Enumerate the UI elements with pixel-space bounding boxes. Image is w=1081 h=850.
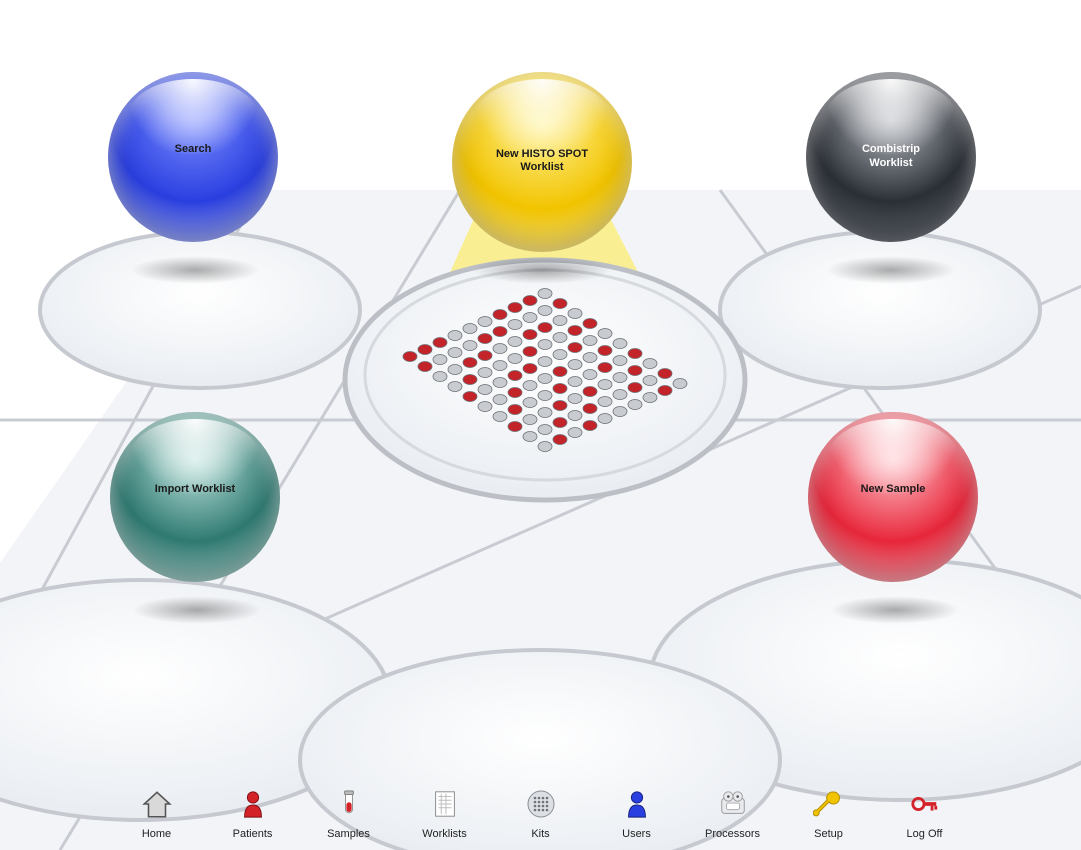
histo-orb-shadow <box>472 256 612 284</box>
toolbar-patients-button[interactable]: Patients <box>223 786 283 840</box>
device-icon <box>715 786 751 822</box>
toolbar-processors-button[interactable]: Processors <box>703 786 763 840</box>
chip-icon <box>523 786 559 822</box>
toolbar-users-button[interactable]: Users <box>607 786 667 840</box>
toolbar-processors-label: Processors <box>705 828 760 840</box>
toolbar-worklists-label: Worklists <box>422 828 466 840</box>
combi-orb-shadow <box>826 256 956 284</box>
sheet-icon <box>427 786 463 822</box>
toolbar-logoff-button[interactable]: Log Off <box>895 786 955 840</box>
toolbar-home-button[interactable]: Home <box>127 786 187 840</box>
toolbar-home-label: Home <box>142 828 171 840</box>
histo-orb-button[interactable]: New HISTO SPOTWorklist <box>452 72 632 252</box>
toolbar-setup-label: Setup <box>814 828 843 840</box>
toolbar-logoff-label: Log Off <box>907 828 943 840</box>
sample-orb-shadow <box>830 596 960 624</box>
key-icon <box>907 786 943 822</box>
import-orb-shadow <box>132 596 262 624</box>
main-toolbar: Home Patients Samples Worklists Kits Use… <box>0 770 1081 850</box>
import-orb-button[interactable]: Import Worklist <box>110 412 280 582</box>
toolbar-samples-label: Samples <box>327 828 370 840</box>
search-orb-shadow <box>130 256 260 284</box>
pawn-red-icon <box>235 786 271 822</box>
home-icon <box>139 786 175 822</box>
wrench-icon <box>811 786 847 822</box>
pawn-blue-icon <box>619 786 655 822</box>
toolbar-samples-button[interactable]: Samples <box>319 786 379 840</box>
combi-orb-button[interactable]: CombistripWorklist <box>806 72 976 242</box>
toolbar-worklists-button[interactable]: Worklists <box>415 786 475 840</box>
toolbar-users-label: Users <box>622 828 651 840</box>
toolbar-kits-button[interactable]: Kits <box>511 786 571 840</box>
tube-icon <box>331 786 367 822</box>
toolbar-setup-button[interactable]: Setup <box>799 786 859 840</box>
search-orb-button[interactable]: Search <box>108 72 278 242</box>
toolbar-kits-label: Kits <box>531 828 549 840</box>
sample-orb-button[interactable]: New Sample <box>808 412 978 582</box>
toolbar-patients-label: Patients <box>233 828 273 840</box>
